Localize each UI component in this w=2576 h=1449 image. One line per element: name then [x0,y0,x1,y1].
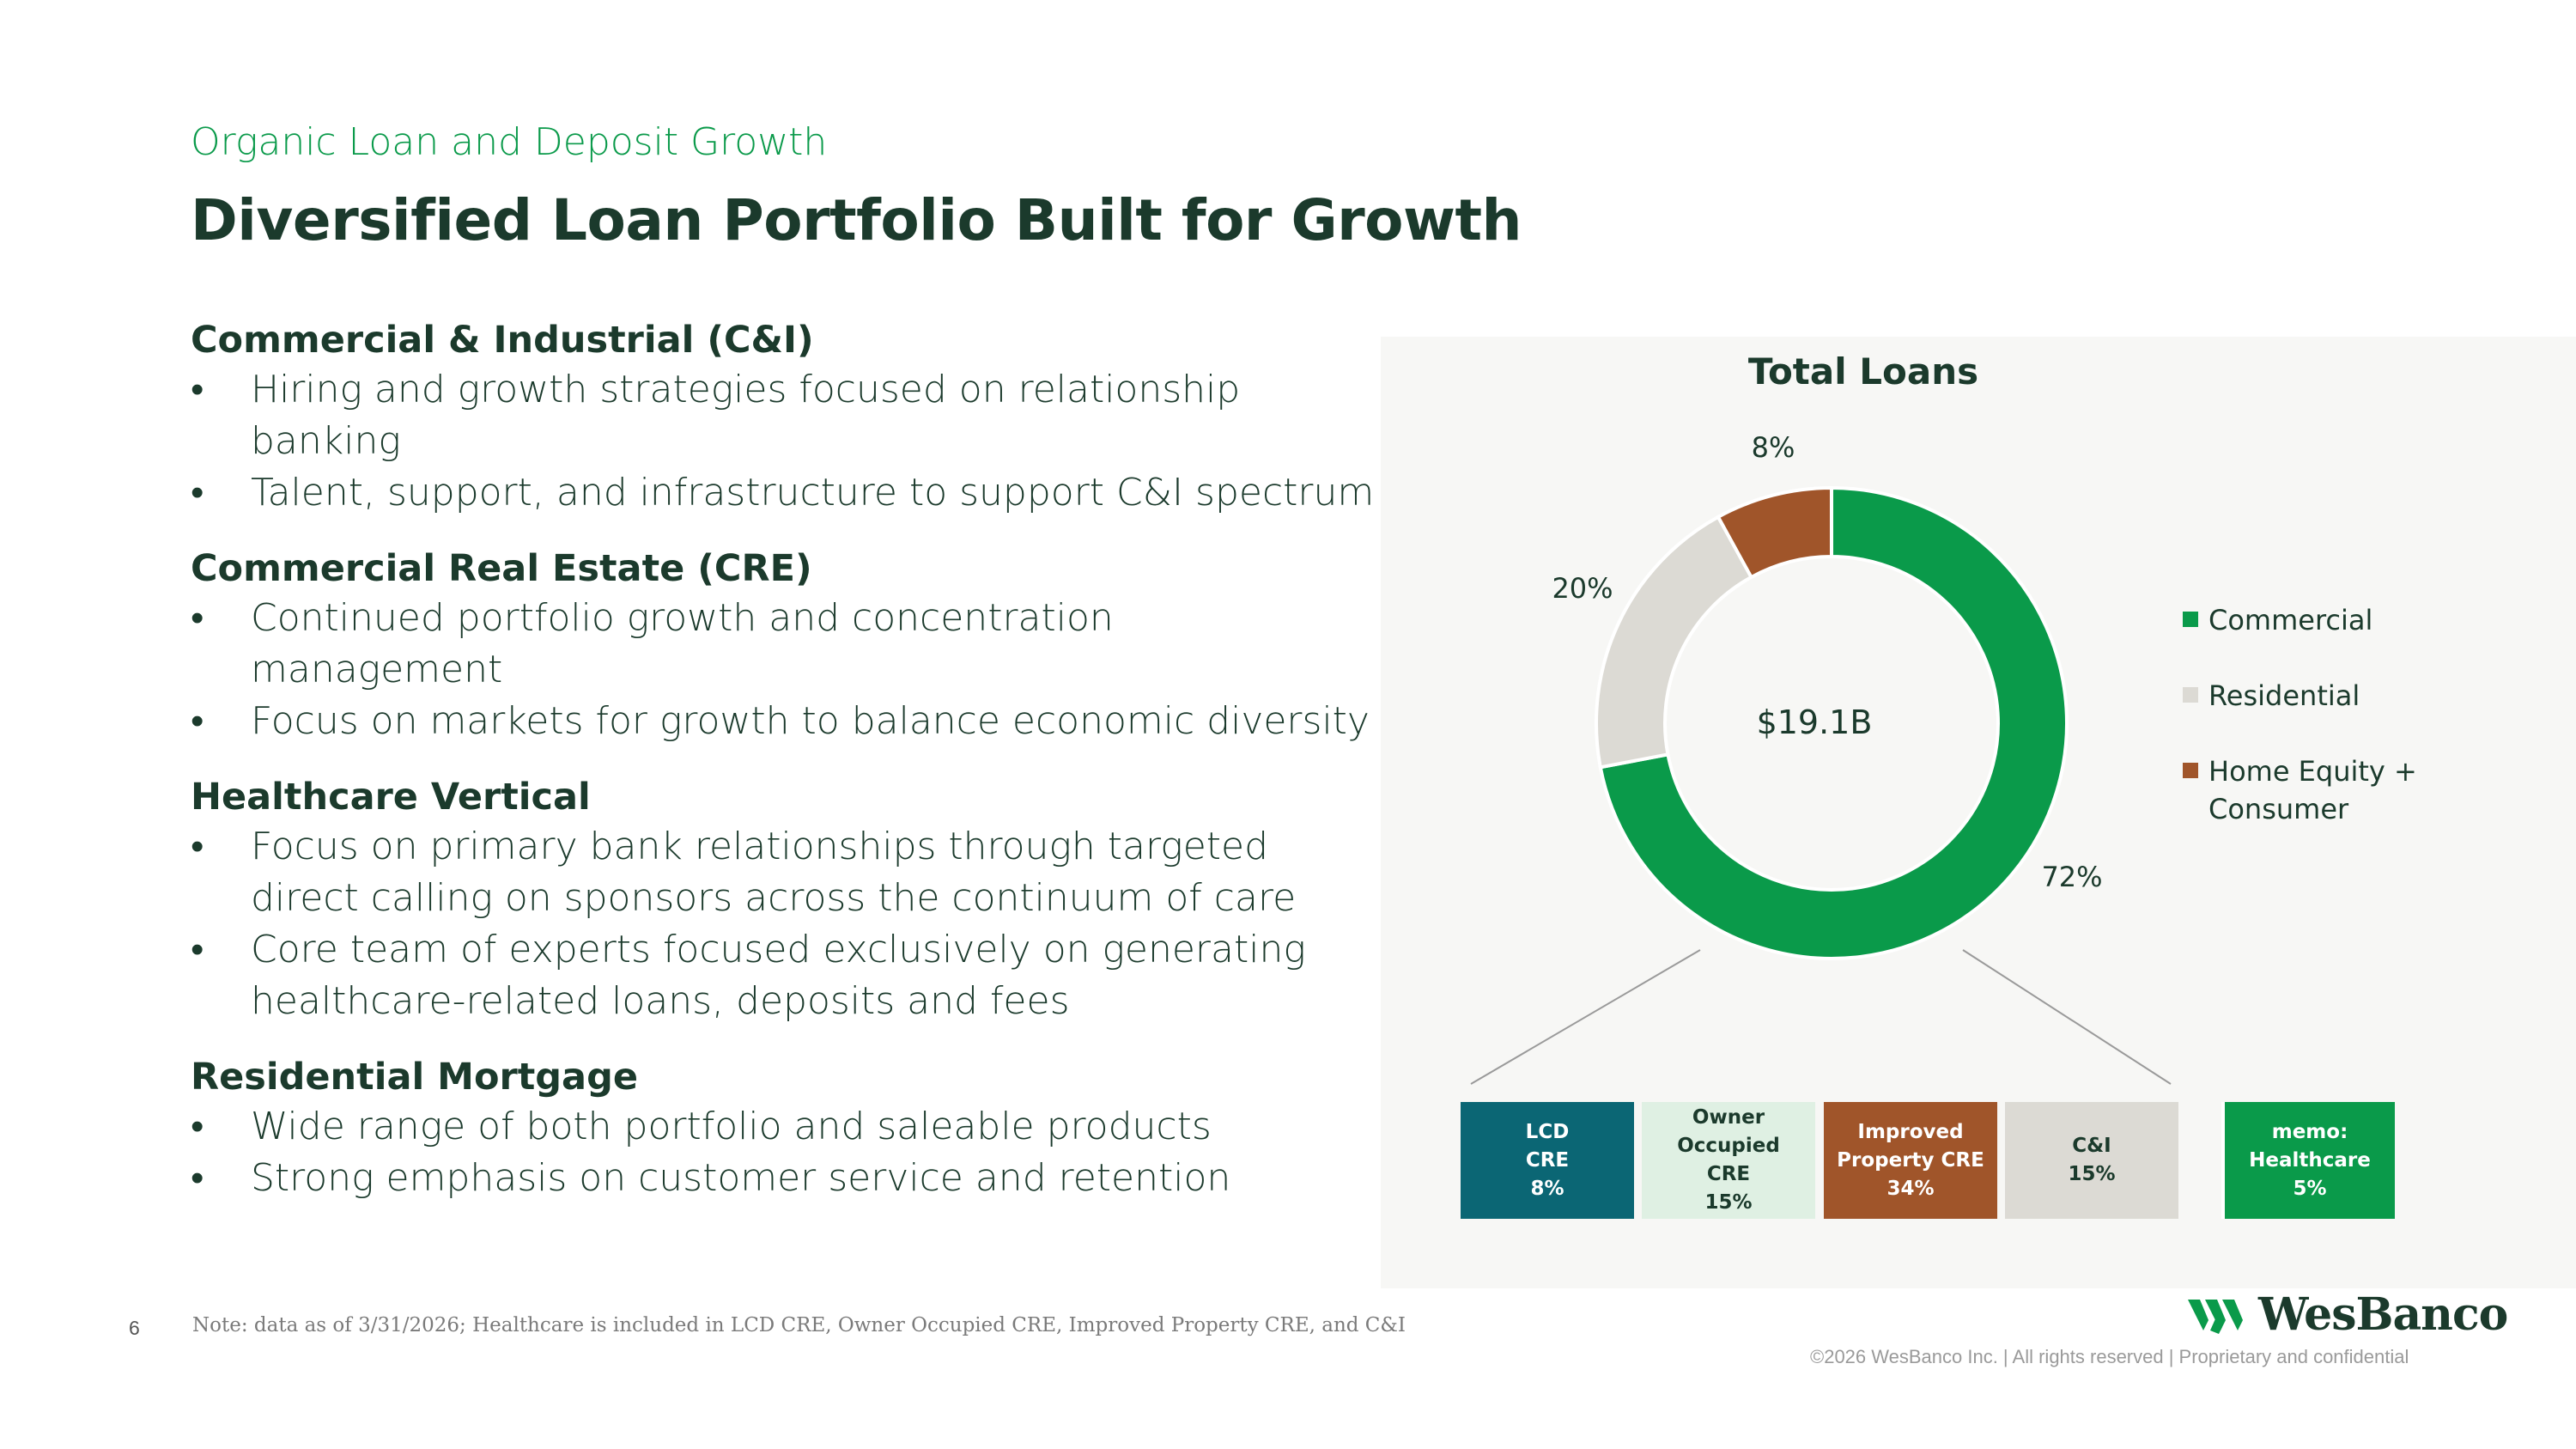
legend-swatch [2183,687,2198,703]
bullet-item: • Wide range of both portfolio and saleab… [191,1101,1376,1153]
section-heading: Healthcare Vertical [191,776,591,819]
donut-slice-residential [1595,514,1754,770]
connector-line [1962,949,2172,1085]
bullet-marker: • [191,825,204,868]
footnote: Note: data as of 3/31/2026; Healthcare i… [192,1314,1406,1336]
legend-label: Residential [2208,679,2360,712]
data-label: 72% [2041,861,2102,893]
legend-item-commercial: Commercial [2183,601,2432,639]
bullet-marker: • [191,928,204,971]
section-residential: Residential Mortgage • Wide range of both… [191,1053,1376,1204]
donut-slice-home-equity-consumer [1716,485,1833,580]
bullet-marker: • [191,471,204,514]
chart-legend: Commercial Residential Home Equity + Con… [2183,601,2432,866]
page-title: Diversified Loan Portfolio Built for Gro… [191,187,1522,253]
bullet-text: Focus on primary bank relationships thro… [251,825,1297,920]
chart-title: Total Loans [1747,350,1979,393]
section-subtitle: Organic Loan and Deposit Growth [191,120,828,164]
section-cre: Commercial Real Estate (CRE) • Continued … [191,545,1376,747]
breakdown-box-healthcare: memo: Healthcare 5% [2221,1102,2395,1219]
bullet-item: • Hiring and growth strategies focused on… [191,364,1376,467]
wesbanco-logo: WesBanco [2188,1288,2508,1341]
bullet-item: • Focus on markets for growth to balance … [191,696,1376,747]
breakdown-label: Improved Property CRE 34% [1837,1120,1984,1200]
bullet-marker: • [191,1105,204,1148]
legend-label: Home Equity + Consumer [2208,755,2417,825]
legend-swatch [2183,612,2198,627]
breakdown-label: LCD CRE 8% [1525,1120,1570,1200]
bullet-text: Wide range of both portfolio and saleabl… [251,1105,1212,1148]
donut-center-label: $19.1B [1757,703,1873,741]
wesbanco-logo-icon [2188,1299,2243,1334]
bullet-text: Hiring and growth strategies focused on … [251,368,1241,463]
data-label: 8% [1752,431,1795,464]
connector-line [1470,949,1701,1085]
breakdown-box-ci: C&I 15% [2005,1102,2178,1219]
bullet-text: Core team of experts focused exclusively… [251,928,1306,1023]
bullet-text: Strong emphasis on customer service and … [251,1156,1231,1200]
page-number: 6 [129,1317,140,1339]
donut-chart: 72% 20% 8% $19.1B [1470,431,2172,1085]
bullet-marker: • [191,699,204,743]
bullet-sections: Commercial & Industrial (C&I) • Hiring an… [191,316,1376,1204]
section-ci: Commercial & Industrial (C&I) • Hiring an… [191,316,1376,519]
donut-slice-commercial [1598,485,2069,960]
footer-copyright: ©2026 WesBanco Inc. | All rights reserve… [1810,1346,2409,1367]
legend-label: Commercial [2208,604,2373,636]
breakdown-box-lcd-cre: LCD CRE 8% [1461,1102,1634,1219]
breakdown-box-improved-property-cre: Improved Property CRE 34% [1824,1102,1997,1219]
bullet-item: • Talent, support, and infrastructure to … [191,467,1376,519]
bullet-item: • Continued portfolio growth and concentr… [191,593,1376,696]
bullet-text: Continued portfolio growth and concentra… [251,596,1114,691]
bullet-item: • Core team of experts focused exclusivel… [191,924,1376,1027]
breakdown-box-owner-occupied-cre: Owner Occupied CRE 15% [1642,1102,1815,1219]
bullet-item: • Focus on primary bank relationships thr… [191,821,1376,924]
legend-swatch [2183,763,2198,778]
breakdown-label: memo: Healthcare 5% [2249,1120,2371,1200]
bullet-item: • Strong emphasis on customer service and… [191,1153,1376,1204]
legend-item-residential: Residential [2183,677,2432,715]
section-heading: Commercial Real Estate (CRE) [191,547,812,590]
logo-text: WesBanco [2258,1288,2508,1341]
section-heading: Residential Mortgage [191,1056,639,1099]
bullet-marker: • [191,368,204,411]
bullet-text: Focus on markets for growth to balance e… [251,699,1370,743]
data-label: 20% [1552,572,1613,605]
breakdown-label: Owner Occupied CRE 15% [1677,1106,1780,1214]
legend-item-home-equity: Home Equity + Consumer [2183,752,2432,828]
bullet-marker: • [191,596,204,640]
bullet-marker: • [191,1156,204,1200]
section-healthcare: Healthcare Vertical • Focus on primary ba… [191,773,1376,1027]
section-heading: Commercial & Industrial (C&I) [191,319,814,362]
breakdown-label: C&I 15% [2068,1135,2116,1185]
bullet-text: Talent, support, and infrastructure to s… [251,471,1375,514]
